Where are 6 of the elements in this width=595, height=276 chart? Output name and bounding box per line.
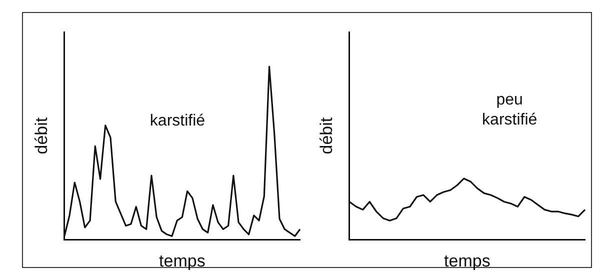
annotation: karstifié: [150, 112, 206, 130]
y-axis-title: débit: [32, 117, 51, 154]
y-axis-title: débit: [316, 117, 336, 154]
x-axis-title: temps: [159, 251, 206, 270]
text: peu karstifié: [482, 92, 538, 129]
x-axis-title: temps: [444, 251, 490, 270]
